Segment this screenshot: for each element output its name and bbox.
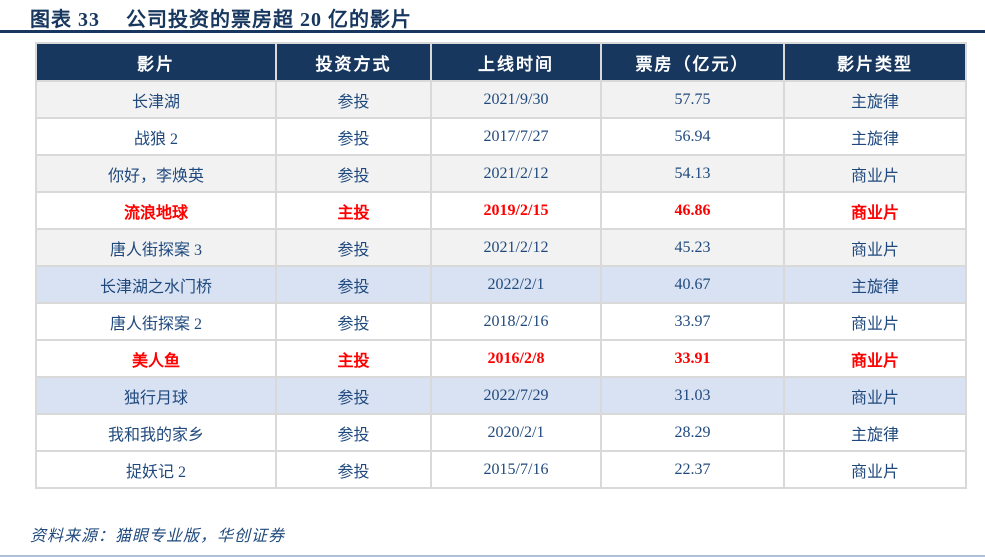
films-table: 影片 投资方式 上线时间 票房（亿元） 影片类型 长津湖 参投 2021/9/30 5…	[35, 42, 967, 489]
film-cell: 我和我的家乡	[35, 413, 277, 452]
investment-type-cell: 参投	[275, 228, 432, 267]
header-boxoffice: 票房（亿元）	[600, 42, 785, 82]
film-type-cell: 商业片	[783, 339, 967, 378]
film-type-cell: 主旋律	[783, 413, 967, 452]
boxoffice-cell: 22.37	[600, 450, 785, 489]
release-date-cell: 2017/7/27	[430, 117, 602, 156]
investment-type-cell: 参投	[275, 450, 432, 489]
film-cell: 唐人街探案 2	[35, 302, 277, 341]
boxoffice-cell: 57.75	[600, 80, 785, 119]
film-type-cell: 主旋律	[783, 265, 967, 304]
table-row: 独行月球 参投 2022/7/29 31.03 商业片	[35, 376, 967, 415]
source-note: 资料来源：猫眼专业版，华创证券	[30, 528, 286, 545]
header-film: 影片	[35, 42, 277, 82]
table-row: 捉妖记 2 参投 2015/7/16 22.37 商业片	[35, 450, 967, 489]
release-date-cell: 2022/2/1	[430, 265, 602, 304]
release-date-cell: 2019/2/15	[430, 191, 602, 230]
figure-title: 图表 33 公司投资的票房超 20 亿的影片	[30, 3, 412, 32]
investment-type-cell: 主投	[275, 191, 432, 230]
investment-type-cell: 参投	[275, 413, 432, 452]
table-body: 长津湖 参投 2021/9/30 57.75 主旋律 战狼 2 参投 2017/7/27 56.…	[35, 80, 967, 489]
boxoffice-cell: 56.94	[600, 117, 785, 156]
boxoffice-cell: 33.97	[600, 302, 785, 341]
title-divider	[0, 30, 985, 33]
film-type-cell: 商业片	[783, 228, 967, 267]
header-film-type: 影片类型	[783, 42, 967, 82]
film-type-cell: 商业片	[783, 450, 967, 489]
boxoffice-cell: 40.67	[600, 265, 785, 304]
table-row: 我和我的家乡 参投 2020/2/1 28.29 主旋律	[35, 413, 967, 452]
investment-type-cell: 参投	[275, 117, 432, 156]
table-row: 唐人街探案 2 参投 2018/2/16 33.97 商业片	[35, 302, 967, 341]
film-type-cell: 主旋律	[783, 80, 967, 119]
release-date-cell: 2018/2/16	[430, 302, 602, 341]
boxoffice-cell: 28.29	[600, 413, 785, 452]
film-type-cell: 商业片	[783, 191, 967, 230]
film-cell: 战狼 2	[35, 117, 277, 156]
table-row: 长津湖之水门桥 参投 2022/2/1 40.67 主旋律	[35, 265, 967, 304]
investment-type-cell: 参投	[275, 302, 432, 341]
investment-type-cell: 参投	[275, 265, 432, 304]
investment-type-cell: 参投	[275, 376, 432, 415]
release-date-cell: 2016/2/8	[430, 339, 602, 378]
films-table-container: 影片 投资方式 上线时间 票房（亿元） 影片类型 长津湖 参投 2021/9/30 5…	[35, 42, 967, 489]
table-row: 战狼 2 参投 2017/7/27 56.94 主旋律	[35, 117, 967, 156]
film-type-cell: 商业片	[783, 302, 967, 341]
film-type-cell: 主旋律	[783, 117, 967, 156]
header-release-date: 上线时间	[430, 42, 602, 82]
boxoffice-cell: 33.91	[600, 339, 785, 378]
table-header-row: 影片 投资方式 上线时间 票房（亿元） 影片类型	[35, 42, 967, 82]
figure-title-text: 公司投资的票房超 20 亿的影片	[126, 9, 412, 31]
film-cell: 唐人街探案 3	[35, 228, 277, 267]
release-date-cell: 2021/2/12	[430, 228, 602, 267]
release-date-cell: 2020/2/1	[430, 413, 602, 452]
table-row: 长津湖 参投 2021/9/30 57.75 主旋律	[35, 80, 967, 119]
release-date-cell: 2021/9/30	[430, 80, 602, 119]
table-row: 唐人街探案 3 参投 2021/2/12 45.23 商业片	[35, 228, 967, 267]
table-row: 美人鱼 主投 2016/2/8 33.91 商业片	[35, 339, 967, 378]
figure-label: 图表 33	[30, 9, 100, 31]
film-type-cell: 商业片	[783, 154, 967, 193]
investment-type-cell: 主投	[275, 339, 432, 378]
film-cell: 捉妖记 2	[35, 450, 277, 489]
table-row: 流浪地球 主投 2019/2/15 46.86 商业片	[35, 191, 967, 230]
release-date-cell: 2021/2/12	[430, 154, 602, 193]
header-investment-type: 投资方式	[275, 42, 432, 82]
film-cell: 长津湖	[35, 80, 277, 119]
boxoffice-cell: 46.86	[600, 191, 785, 230]
film-cell: 独行月球	[35, 376, 277, 415]
release-date-cell: 2015/7/16	[430, 450, 602, 489]
investment-type-cell: 参投	[275, 154, 432, 193]
film-cell: 流浪地球	[35, 191, 277, 230]
table-row: 你好，李焕英 参投 2021/2/12 54.13 商业片	[35, 154, 967, 193]
film-type-cell: 商业片	[783, 376, 967, 415]
film-cell: 长津湖之水门桥	[35, 265, 277, 304]
film-cell: 你好，李焕英	[35, 154, 277, 193]
release-date-cell: 2022/7/29	[430, 376, 602, 415]
boxoffice-cell: 54.13	[600, 154, 785, 193]
film-cell: 美人鱼	[35, 339, 277, 378]
boxoffice-cell: 45.23	[600, 228, 785, 267]
investment-type-cell: 参投	[275, 80, 432, 119]
boxoffice-cell: 31.03	[600, 376, 785, 415]
bottom-divider	[0, 555, 985, 557]
